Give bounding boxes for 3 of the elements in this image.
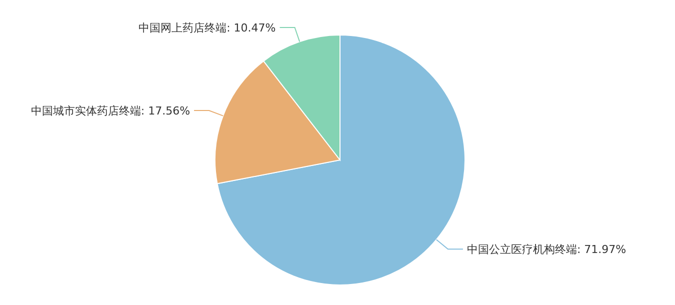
slice-label: 中国公立医疗机构终端: 71.97% [466,243,626,256]
slice-label: 中国网上药店终端: 10.47% [138,22,276,35]
slice-label: 中国城市实体药店终端: 17.56% [30,104,190,118]
